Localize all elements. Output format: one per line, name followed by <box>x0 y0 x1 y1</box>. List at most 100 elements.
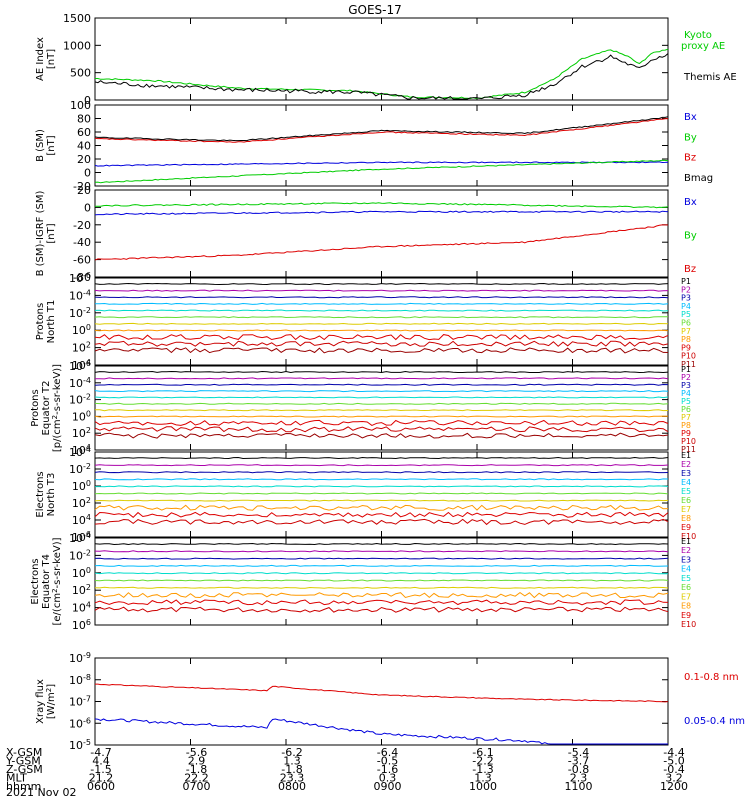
legend-proxy-ae: proxy AE <box>681 41 725 52</box>
legend-themis-ae: Themis AE <box>683 72 737 83</box>
channel-line <box>94 464 669 467</box>
channel-label: P1 <box>681 277 691 286</box>
y-tick-label: 0 <box>84 167 91 180</box>
info-cell: -6.4 <box>377 746 398 759</box>
channel-label: P9 <box>681 429 691 438</box>
channel-line <box>94 340 669 347</box>
channel-label: E2 <box>681 460 691 469</box>
channel-line <box>94 504 669 511</box>
channel-label: E7 <box>681 592 691 601</box>
channel-line <box>94 316 669 319</box>
y-axis-label: ElectronsNorth T3 <box>35 471 57 517</box>
legend-label: Bmag <box>684 173 713 184</box>
channel-line <box>94 419 669 426</box>
y-tick-label: 102 <box>72 496 91 510</box>
channel-line <box>94 383 669 386</box>
channel-label: E2 <box>681 546 691 555</box>
channel-label: P2 <box>681 285 691 294</box>
info-cell: 0.3 <box>379 772 397 785</box>
date-label: 2021 Nov 02 <box>6 786 76 799</box>
channel-line <box>94 329 669 332</box>
orbit-info: X-GSM -4.7 -5.6 -6.2 -6.4 -6.1 -5.4 -4.4 Y-GSM 4.… <box>5 746 688 793</box>
channel-label: E9 <box>681 523 691 532</box>
info-cell: -1.8 <box>281 763 302 776</box>
channel-line <box>95 409 669 412</box>
info-cell: 2.3 <box>570 772 588 785</box>
y-tick-label: 10-2 <box>69 462 91 476</box>
channel-line <box>94 606 669 613</box>
channel-label: P2 <box>681 373 691 382</box>
channel-label: E4 <box>681 565 691 574</box>
b-series-line <box>94 118 669 143</box>
channel-label: E10 <box>681 532 696 541</box>
channel-line <box>94 402 669 405</box>
info-cell: 1100 <box>565 780 593 793</box>
channel-line <box>94 492 669 495</box>
channel-line <box>94 322 669 325</box>
y-axis-label: AE Index[nT] <box>35 37 57 81</box>
y-tick-label: 104 <box>72 601 91 615</box>
channel-label: E6 <box>681 583 691 592</box>
y-tick-label: 100 <box>72 566 91 580</box>
channel-line <box>94 432 669 439</box>
info-cell: -6.2 <box>281 746 302 759</box>
y-axis-label: B (SM)[nT] <box>35 129 57 162</box>
b-series-line <box>94 161 669 167</box>
xray-flux-panel: 10-5 10-6 10-7 10-8 10-9 Xray flux[W/m2] 0.1-0… <box>35 651 745 752</box>
channel-line <box>94 599 669 606</box>
channel-label: P7 <box>681 327 691 336</box>
info-cell: 1200 <box>660 780 688 793</box>
info-cell: 23.3 <box>280 772 305 785</box>
y-tick-label: 10-8 <box>69 673 91 687</box>
xray-legend: 0.05-0.4 nm <box>684 716 745 727</box>
channel-label: P6 <box>681 405 691 414</box>
channel-line <box>94 390 669 393</box>
info-cell: 21.2 <box>89 772 114 785</box>
channel-line <box>95 377 669 380</box>
info-cell: -0.8 <box>568 763 589 776</box>
info-row-label: Y-GSM <box>5 755 41 768</box>
panel-frame <box>94 104 669 187</box>
b-minus-igrf-panel: -80 -60 -40 -20 0 20 B (SM)-IGRF (SM)[nT] Bx By B… <box>35 184 697 284</box>
y-tick-label: 20 <box>77 184 91 197</box>
info-row-label: Z-GSM <box>6 763 43 776</box>
channel-label: P6 <box>681 319 691 328</box>
channel-line <box>94 370 669 374</box>
channel-label: P5 <box>681 397 691 406</box>
channel-label: E5 <box>681 487 691 496</box>
y-tick-label: 10-2 <box>69 393 91 407</box>
y-tick-label: 102 <box>72 426 91 440</box>
y-axis-label: ProtonsEquator T2[p/(cm2-s-sr-keV)] <box>30 364 63 452</box>
info-cell: -4.7 <box>90 746 111 759</box>
y-tick-label: 0 <box>84 201 91 214</box>
legend-label: Bz <box>684 153 696 164</box>
channel-line <box>94 471 669 474</box>
xray-legend: 0.1-0.8 nm <box>684 672 739 683</box>
channel-label: P9 <box>681 343 691 352</box>
y-tick-label: 102 <box>72 583 91 597</box>
info-cell: 0900 <box>374 780 402 793</box>
y-tick-label: 10-2 <box>69 548 91 562</box>
y-tick-label: 106 <box>72 618 91 632</box>
info-row-label: MLT <box>6 772 27 785</box>
legend-label: Bx <box>684 112 697 123</box>
channel-label: P11 <box>681 445 696 454</box>
y-axis-label: B (SM)-IGRF (SM)[nT] <box>35 191 57 277</box>
plot-title: GOES-17 <box>348 3 402 17</box>
info-cell: 1000 <box>469 780 497 793</box>
channel-line <box>94 426 669 433</box>
channel-line <box>94 456 669 460</box>
y-tick-label: 10-6 <box>69 716 91 730</box>
channel-line <box>94 572 669 575</box>
y-axis-label: ElectronsEquator T4[e/(cm2-s-sr-keV)] <box>30 537 63 625</box>
info-cell: 1.3 <box>474 772 492 785</box>
b-series-line <box>95 202 669 209</box>
y-tick-label: 10-4 <box>69 445 91 459</box>
channel-label: E3 <box>681 469 691 478</box>
channel-label: E10 <box>681 620 696 629</box>
legend-label: By <box>684 231 697 242</box>
channel-line <box>94 550 669 553</box>
